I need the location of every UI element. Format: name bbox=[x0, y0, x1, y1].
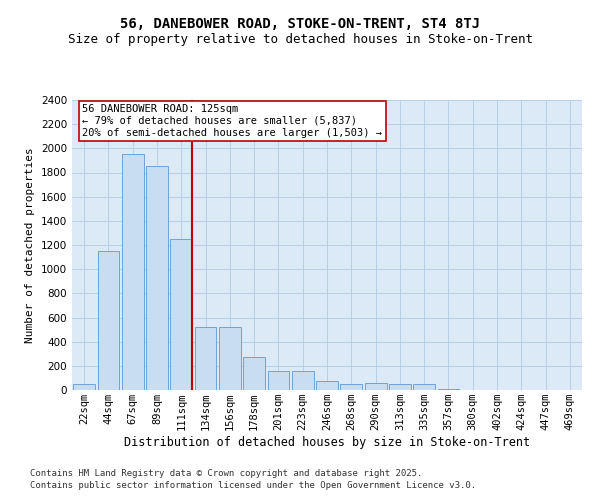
Bar bbox=[389, 384, 411, 390]
Bar bbox=[437, 389, 460, 390]
X-axis label: Distribution of detached houses by size in Stoke-on-Trent: Distribution of detached houses by size … bbox=[124, 436, 530, 449]
Text: Contains public sector information licensed under the Open Government Licence v3: Contains public sector information licen… bbox=[30, 481, 476, 490]
Bar bbox=[365, 384, 386, 390]
Bar bbox=[170, 239, 192, 390]
Bar bbox=[219, 327, 241, 390]
Y-axis label: Number of detached properties: Number of detached properties bbox=[25, 147, 35, 343]
Bar bbox=[316, 381, 338, 390]
Bar bbox=[73, 384, 95, 390]
Text: Size of property relative to detached houses in Stoke-on-Trent: Size of property relative to detached ho… bbox=[67, 32, 533, 46]
Bar bbox=[292, 370, 314, 390]
Text: 56, DANEBOWER ROAD, STOKE-ON-TRENT, ST4 8TJ: 56, DANEBOWER ROAD, STOKE-ON-TRENT, ST4 … bbox=[120, 18, 480, 32]
Bar bbox=[413, 384, 435, 390]
Text: 56 DANEBOWER ROAD: 125sqm
← 79% of detached houses are smaller (5,837)
20% of se: 56 DANEBOWER ROAD: 125sqm ← 79% of detac… bbox=[82, 104, 382, 138]
Text: Contains HM Land Registry data © Crown copyright and database right 2025.: Contains HM Land Registry data © Crown c… bbox=[30, 468, 422, 477]
Bar bbox=[194, 327, 217, 390]
Bar bbox=[97, 251, 119, 390]
Bar bbox=[243, 357, 265, 390]
Bar bbox=[268, 370, 289, 390]
Bar bbox=[146, 166, 168, 390]
Bar bbox=[340, 384, 362, 390]
Bar bbox=[122, 154, 143, 390]
